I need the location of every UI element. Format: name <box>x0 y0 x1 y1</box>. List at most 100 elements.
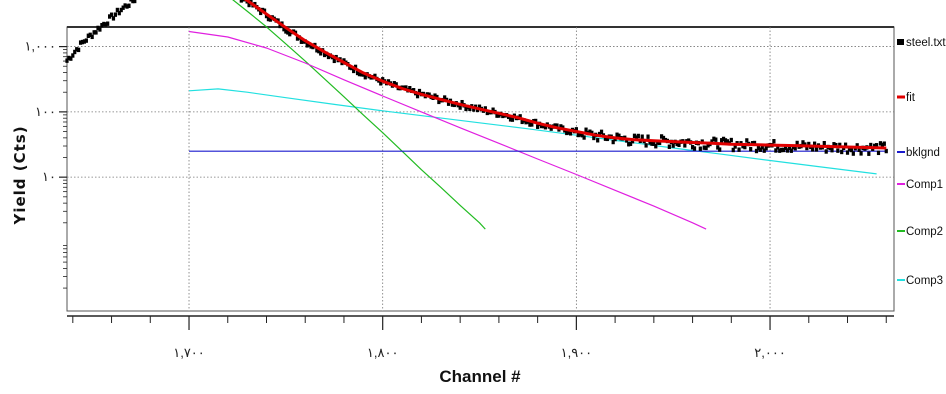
data-point <box>605 136 609 142</box>
data-point <box>634 135 639 140</box>
data-point <box>319 51 323 56</box>
data-point <box>282 26 286 32</box>
data-point <box>675 141 679 147</box>
data-point <box>528 122 532 127</box>
data-point <box>690 145 695 150</box>
data-point <box>332 58 336 64</box>
data-point <box>495 113 499 118</box>
data-point <box>125 4 129 9</box>
data-point <box>611 139 615 145</box>
data-point <box>109 12 114 17</box>
legend-label: Comp3 <box>906 275 943 287</box>
data-point <box>762 148 766 153</box>
data-point <box>106 21 110 26</box>
data-point <box>102 21 106 27</box>
data-point <box>603 136 608 141</box>
data-point <box>71 53 75 58</box>
data-point <box>627 142 631 147</box>
data-point <box>576 132 580 138</box>
data-point <box>716 145 720 150</box>
data-point <box>776 145 780 150</box>
legend-label: bklgnd <box>906 147 940 159</box>
data-point <box>131 0 135 4</box>
data-point <box>882 141 886 146</box>
data-point <box>859 151 863 156</box>
data-point <box>315 48 319 53</box>
data-point <box>598 131 602 137</box>
data-point <box>408 85 412 91</box>
data-point <box>843 142 848 147</box>
data-point <box>96 25 100 31</box>
data-point <box>834 142 838 148</box>
data-point <box>497 113 501 118</box>
data-point <box>359 72 363 77</box>
data-point <box>98 27 102 32</box>
data-point <box>832 142 836 147</box>
data-point <box>266 16 271 22</box>
data-point <box>427 92 431 97</box>
data-point <box>876 150 881 156</box>
data-point <box>793 146 797 151</box>
data-point <box>743 144 747 150</box>
data-point <box>90 34 94 40</box>
legend-item: bklgnd <box>897 147 940 159</box>
data-point <box>745 138 749 143</box>
data-point <box>644 143 648 148</box>
data-point <box>630 138 635 144</box>
data-point <box>295 36 300 41</box>
data-point <box>789 148 793 153</box>
data-point <box>721 136 726 142</box>
data-point <box>386 79 391 84</box>
data-point <box>752 140 757 146</box>
data-point <box>568 131 573 136</box>
y-axis-title: Yield (Cts) <box>11 125 29 225</box>
legend-item: Comp2 <box>897 226 943 238</box>
data-point <box>640 134 644 139</box>
data-point <box>309 44 313 49</box>
data-point <box>549 126 553 131</box>
grid-lines <box>67 27 894 311</box>
y-tick-label: ١,٠٠٠ <box>24 39 56 54</box>
data-point <box>239 0 243 3</box>
data-point <box>683 143 687 148</box>
data-point <box>737 147 741 152</box>
data-point <box>772 139 776 144</box>
data-point <box>299 39 303 44</box>
data-point <box>807 141 811 147</box>
data-point <box>355 70 360 76</box>
legend-item: steel.txt(2) <box>897 37 946 49</box>
x-tick-label: ١,٨٠٠ <box>367 345 399 360</box>
data-point <box>650 141 654 146</box>
data-point <box>477 104 482 109</box>
data-point <box>811 147 815 152</box>
data-point <box>849 147 853 153</box>
data-point <box>518 114 522 119</box>
data-point <box>301 39 305 44</box>
data-point <box>698 146 702 151</box>
data-point <box>567 130 571 135</box>
data-point <box>530 122 534 127</box>
data-point <box>756 145 761 151</box>
x-axis-ticks: ١,٧٠٠ ١,٨٠٠ ١,٩٠٠ ٢,٠٠٠ <box>72 316 887 360</box>
data-point <box>259 10 263 16</box>
data-point <box>100 22 104 28</box>
data-point <box>764 145 768 151</box>
data-point <box>880 142 884 148</box>
legend-label: Comp2 <box>906 226 943 238</box>
data-point <box>617 133 621 138</box>
data-point <box>92 30 96 35</box>
data-point <box>720 138 724 143</box>
data-point <box>119 7 123 13</box>
legend-label: Comp1 <box>906 179 943 191</box>
data-point <box>677 142 681 148</box>
data-point <box>873 143 877 149</box>
data-point <box>317 48 321 54</box>
data-point <box>654 144 658 149</box>
data-point <box>555 123 559 128</box>
data-point <box>692 146 697 151</box>
data-point <box>704 145 708 151</box>
y-tick-label: ١٠ <box>42 169 56 184</box>
data-point <box>824 149 828 154</box>
data-point <box>582 135 586 140</box>
